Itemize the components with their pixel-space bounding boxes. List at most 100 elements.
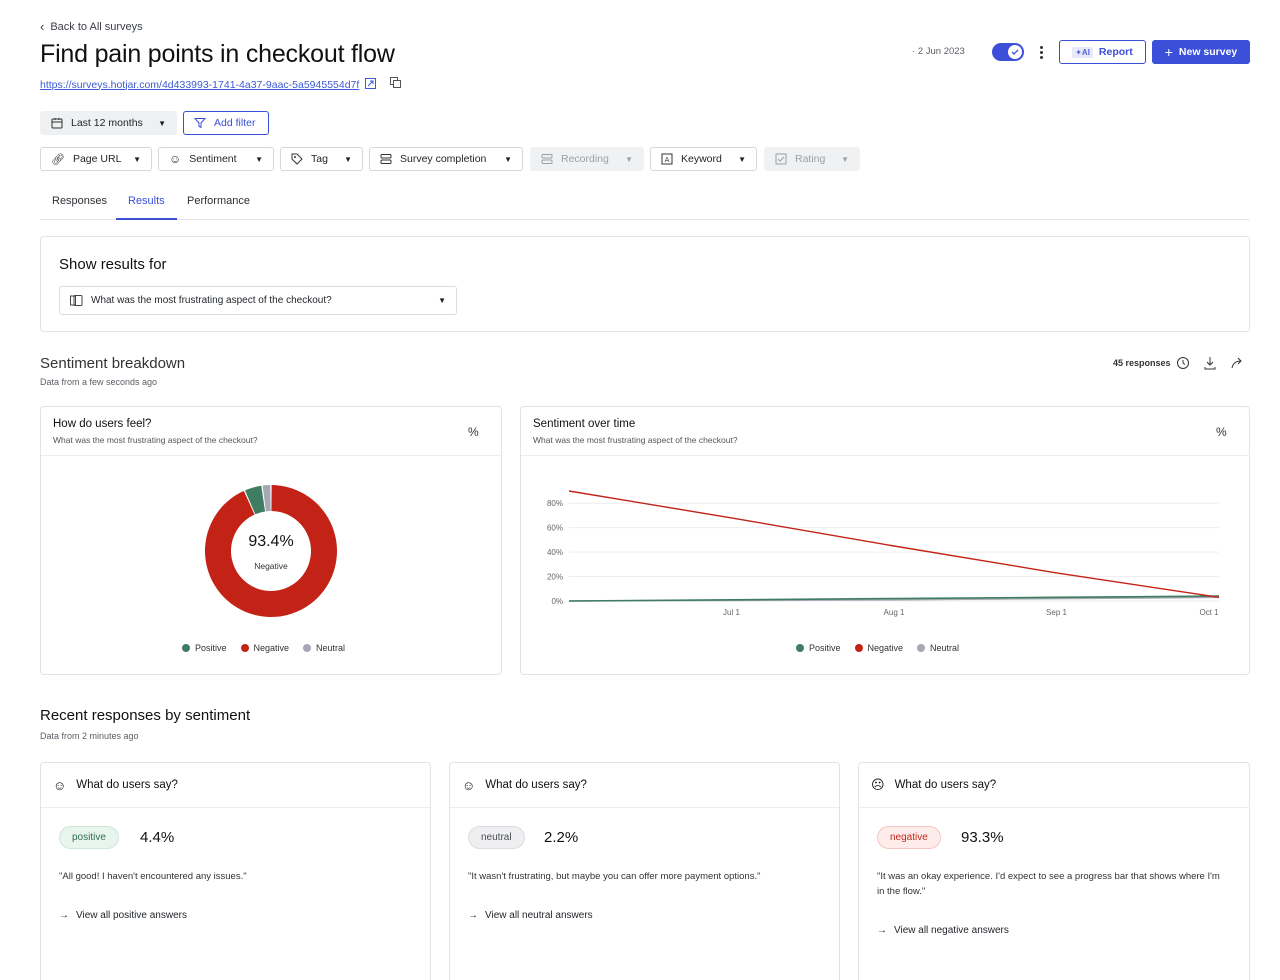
check-icon [1011, 49, 1019, 55]
negative-quote: "It was an okay experience. I'd expect t… [877, 871, 1220, 897]
caret-down-icon: ▼ [438, 296, 446, 305]
more-options-icon[interactable] [1035, 43, 1047, 61]
smile-icon: ☺ [53, 777, 67, 793]
question-icon [70, 295, 83, 306]
tab-bar: Responses Results Performance [40, 188, 1250, 220]
download-icon[interactable] [1203, 356, 1217, 375]
caret-down-icon: ▼ [841, 154, 849, 164]
tab-responses[interactable]: Responses [52, 195, 108, 207]
donut-slice-negative[interactable] [205, 485, 337, 617]
survey-url-text[interactable]: https://surveys.hotjar.com/4d433993-1741… [40, 78, 360, 91]
negative-response-card: ☹ What do users say? negative 93.3% "It … [858, 762, 1250, 980]
filter-rating-label: Rating [795, 153, 826, 165]
responses-count: 45 responses [1113, 358, 1171, 368]
percent-toggle-icon[interactable]: % [1216, 425, 1227, 439]
neutral-percentage: 2.2% [544, 829, 579, 846]
x-tick-label: Jul 1 [723, 608, 740, 617]
filter-page-url-label: Page URL [72, 153, 122, 165]
response-card-header: ☺ What do users say? [450, 763, 839, 808]
y-tick-label: 0% [551, 597, 563, 606]
filter-recording-label: Recording [561, 153, 609, 165]
tab-performance[interactable]: Performance [187, 195, 250, 207]
donut-legend: Positive Negative Neutral [182, 643, 345, 653]
history-icon[interactable] [1176, 356, 1190, 375]
y-tick-label: 80% [547, 499, 563, 508]
filter-page-url[interactable]: 🔗︎ Page URL ▼ [40, 147, 152, 171]
donut-chart [205, 485, 337, 617]
negative-percentage: 93.3% [961, 829, 1004, 846]
positive-response-card: ☺ What do users say? positive 4.4% "All … [40, 762, 431, 980]
donut-card-header: How do users feel? What was the most fru… [41, 407, 501, 456]
rating-icon [775, 153, 787, 165]
report-button[interactable]: ✦AI Report [1059, 40, 1146, 64]
neutral-quote: "It wasn't frustrating, but maybe you ca… [468, 871, 761, 882]
response-card-header: ☺ What do users say? [41, 763, 430, 808]
filter-tag-label: Tag [311, 153, 328, 165]
filter-rating[interactable]: Rating ▼ [764, 147, 860, 171]
tag-icon [291, 153, 303, 165]
line-chart-card: Sentiment over time What was the most fr… [520, 406, 1250, 675]
recent-responses-title: Recent responses by sentiment [40, 707, 251, 724]
caret-down-icon: ▼ [344, 154, 352, 164]
add-filter-button[interactable]: Add filter [183, 111, 269, 135]
recent-responses-subtitle: Data from 2 minutes ago [40, 731, 139, 741]
response-card-heading: What do users say? [76, 779, 178, 791]
legend-positive: Positive [796, 643, 841, 653]
survey-url[interactable]: https://surveys.hotjar.com/4d433993-1741… [40, 77, 402, 92]
view-negative-answers-link[interactable]: → View all negative answers [877, 925, 1009, 936]
filter-sentiment[interactable]: ☺ Sentiment ▼ [158, 147, 274, 171]
chevron-left-icon: ‹ [40, 19, 45, 34]
link-icon: 🔗︎ [51, 153, 65, 166]
sentiment-pill-neutral: neutral [468, 826, 525, 849]
line-title: Sentiment over time [533, 418, 636, 430]
filter-icon [194, 118, 206, 129]
donut-slice-neutral[interactable] [262, 485, 271, 512]
series-line-positive[interactable] [568, 595, 1220, 602]
show-results-card: Show results for What was the most frust… [40, 236, 1250, 332]
filter-sentiment-label: Sentiment [189, 153, 237, 165]
arrow-right-icon: → [59, 910, 69, 921]
new-survey-button[interactable]: + New survey [1152, 40, 1250, 64]
sentiment-breakdown-title: Sentiment breakdown [40, 355, 186, 372]
caret-down-icon: ▼ [738, 154, 746, 164]
new-survey-label: New survey [1178, 46, 1238, 58]
frown-icon: ☹ [871, 777, 885, 792]
donut-chart-card: How do users feel? What was the most fru… [40, 406, 502, 675]
view-neutral-label: View all neutral answers [485, 910, 593, 921]
filter-keyword[interactable]: A Keyword ▼ [650, 147, 757, 171]
line-card-header: Sentiment over time What was the most fr… [521, 407, 1249, 456]
legend-neutral: Neutral [303, 643, 345, 653]
x-tick-label: Sep 1 [1046, 608, 1067, 617]
add-filter-label: Add filter [214, 117, 256, 129]
y-tick-label: 40% [547, 548, 563, 557]
plus-icon: + [1164, 44, 1173, 60]
back-link[interactable]: ‹ Back to All surveys [40, 19, 143, 34]
share-icon[interactable] [1230, 356, 1244, 375]
view-neutral-answers-link[interactable]: → View all neutral answers [468, 910, 593, 921]
tab-results[interactable]: Results [116, 195, 177, 220]
survey-active-toggle[interactable] [992, 43, 1024, 61]
external-link-icon[interactable] [365, 77, 377, 92]
question-select[interactable]: What was the most frustrating aspect of … [59, 286, 457, 315]
percent-toggle-icon[interactable]: % [468, 425, 479, 439]
donut-center-label: Negative [254, 561, 288, 571]
filter-tag[interactable]: Tag ▼ [280, 147, 363, 171]
date-range-select[interactable]: Last 12 months ▼ [40, 111, 177, 135]
view-positive-label: View all positive answers [76, 910, 187, 921]
view-positive-answers-link[interactable]: → View all positive answers [59, 910, 187, 921]
legend-negative: Negative [240, 643, 289, 653]
x-tick-label: Oct 1 [1199, 608, 1219, 617]
page-title: Find pain points in checkout flow [40, 40, 395, 68]
filter-recording[interactable]: Recording ▼ [530, 147, 644, 171]
donut-title: How do users feel? [53, 418, 152, 430]
series-line-negative[interactable] [568, 490, 1220, 599]
ai-badge: ✦AI [1072, 46, 1093, 58]
copy-icon[interactable] [390, 77, 402, 92]
filter-survey-completion[interactable]: Survey completion ▼ [369, 147, 523, 171]
filter-keyword-label: Keyword [681, 153, 722, 165]
donut-slice-positive[interactable] [245, 485, 266, 515]
line-subtitle: What was the most frustrating aspect of … [533, 435, 738, 445]
y-tick-label: 20% [547, 573, 563, 582]
positive-quote: "All good! I haven't encountered any iss… [59, 871, 247, 882]
line-legend: Positive Negative Neutral [796, 643, 959, 653]
